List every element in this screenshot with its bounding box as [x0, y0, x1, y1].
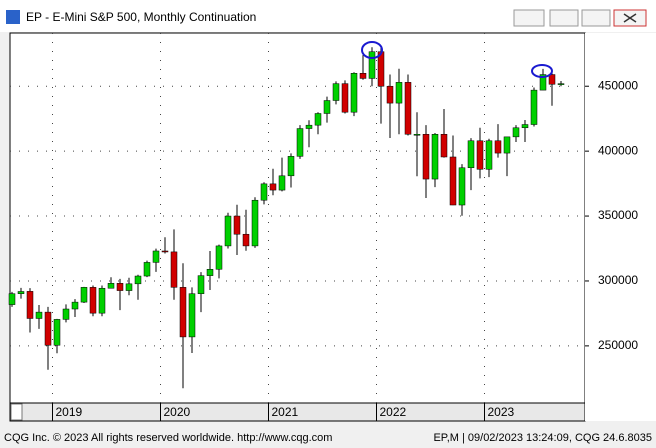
x-tick-label: 2019 [56, 405, 83, 419]
y-tick-label: 300000 [598, 273, 638, 287]
candle-body [224, 215, 232, 247]
y-tick-label: 450000 [598, 78, 638, 92]
y-tick-label: 250000 [598, 338, 638, 352]
candle-body [395, 82, 403, 104]
candle-body [8, 293, 16, 305]
x-tick-label: 2021 [272, 405, 299, 419]
candle-body [530, 89, 538, 125]
candle-body [368, 51, 376, 79]
x-tick-label: 2022 [380, 405, 407, 419]
candle-body [215, 245, 223, 270]
candle-body [548, 74, 556, 85]
candle-body [278, 175, 286, 191]
candle-body [413, 134, 421, 136]
candle-body [512, 127, 520, 138]
candle-body [26, 291, 34, 319]
candle-body [557, 83, 565, 85]
link-button[interactable] [513, 9, 545, 27]
candle-body [485, 140, 493, 170]
candle-body [359, 72, 367, 79]
candle-body [62, 308, 70, 320]
candle-body [44, 311, 52, 346]
candle-body [503, 136, 511, 154]
peak-circle [531, 64, 553, 78]
candle-body [440, 134, 448, 158]
candle-body [197, 275, 205, 294]
candle-body [269, 183, 277, 191]
candle-body [386, 85, 394, 104]
title-bar [0, 0, 656, 32]
candle-body [314, 113, 322, 126]
app-icon [6, 10, 20, 24]
candle-body [350, 72, 358, 113]
candle-body [71, 301, 79, 310]
candle-body [296, 128, 304, 157]
window-title: EP - E-Mini S&P 500, Monthly Continuatio… [26, 10, 256, 24]
candle-body [323, 100, 331, 114]
candle-body [287, 156, 295, 177]
candle-body [449, 156, 457, 206]
candle-body [152, 250, 160, 263]
minimize-button[interactable] [549, 9, 579, 27]
candle-body [80, 287, 88, 303]
candle-body [98, 287, 106, 314]
candle-body [539, 74, 547, 91]
y-tick-label: 350000 [598, 208, 638, 222]
candle-body [107, 283, 115, 289]
candle-body [17, 291, 25, 294]
candle-body [332, 83, 340, 101]
candle-body [422, 134, 430, 180]
candle-body [260, 183, 268, 201]
plot-area [9, 32, 586, 404]
candle-body [431, 134, 439, 180]
x-tick-label: 2023 [488, 405, 515, 419]
candle-body [179, 287, 187, 338]
candle-body [458, 167, 466, 206]
price-axis [585, 33, 656, 421]
candle-body [188, 293, 196, 338]
candle-body [89, 287, 97, 314]
x-tick-label: 2020 [164, 405, 191, 419]
candle-body [233, 215, 241, 235]
candle-body [341, 83, 349, 113]
scroll-thumb[interactable] [10, 403, 23, 421]
close-icon [623, 13, 637, 23]
candle-body [242, 233, 250, 247]
candle-body [494, 140, 502, 154]
y-tick-label: 400000 [598, 143, 638, 157]
candle-body [134, 275, 142, 285]
candle-body [476, 140, 484, 170]
peak-circle [361, 41, 383, 59]
candle-body [143, 262, 151, 277]
candle-body [116, 283, 124, 291]
candle-body [521, 124, 529, 129]
maximize-button[interactable] [581, 9, 611, 27]
candle-body [305, 124, 313, 129]
candle-body [35, 311, 43, 319]
footer-right: EP,M | 09/02/2023 13:24:09, CQG 24.6.803… [433, 432, 652, 444]
candle-body [467, 140, 475, 169]
candle-body [161, 250, 169, 253]
footer-left: CQG Inc. © 2023 All rights reserved worl… [4, 432, 332, 444]
candle-body [404, 82, 412, 135]
candle-body [125, 283, 133, 291]
candle-body [206, 269, 214, 276]
candle-body [53, 319, 61, 346]
candle-body [251, 199, 259, 247]
candle-body [170, 251, 178, 288]
